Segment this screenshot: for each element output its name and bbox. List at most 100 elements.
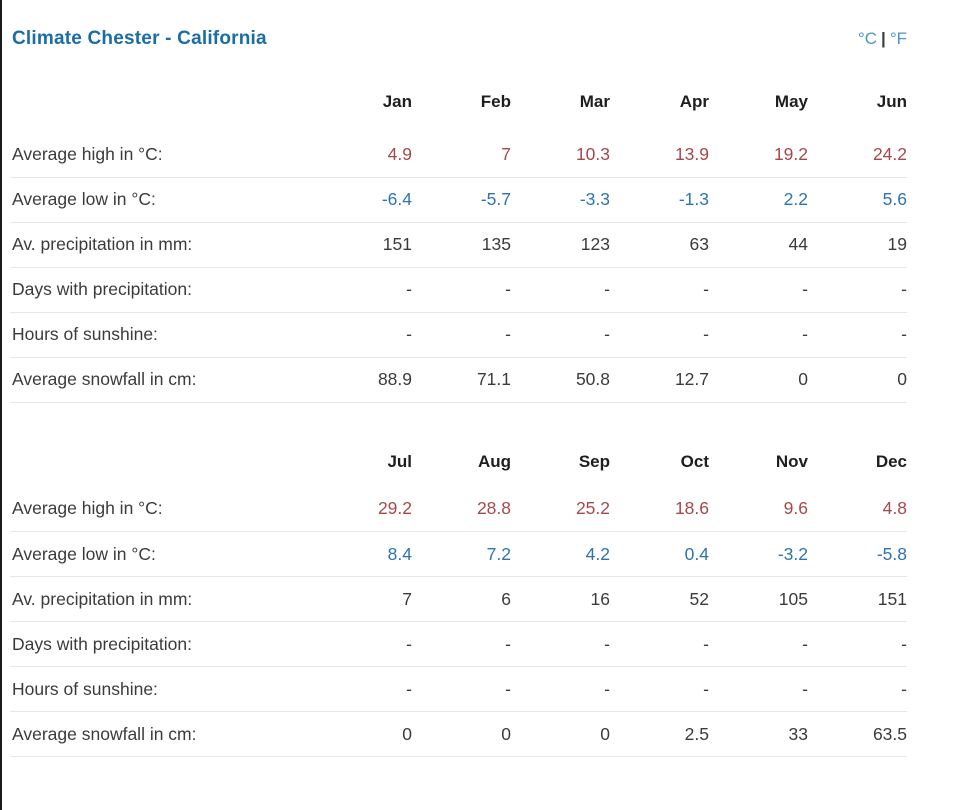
- value-cell: -3.2: [709, 531, 808, 577]
- value-cell: 13.9: [610, 132, 709, 178]
- climate-table-jan-jun: Jan Feb Mar Apr May Jun Average high in °C: 4.9…: [10, 72, 907, 403]
- row-label: Av. precipitation in mm:: [10, 576, 313, 622]
- value-cell: 63: [610, 222, 709, 268]
- value-cell: -5.7: [412, 177, 511, 223]
- table-row: Hours of sunshine: - - - - - -: [10, 666, 907, 712]
- value-cell: 10.3: [511, 132, 610, 178]
- value-cell: 25.2: [511, 486, 610, 532]
- value-cell: 7: [412, 132, 511, 178]
- value-cell: 4.9: [313, 132, 412, 178]
- value-cell: 33: [709, 711, 808, 757]
- row-label: Average low in °C:: [10, 177, 313, 223]
- value-cell: 71.1: [412, 357, 511, 403]
- value-cell: 12.7: [610, 357, 709, 403]
- table-row: Days with precipitation: - - - - - -: [10, 621, 907, 667]
- month-header: Mar: [579, 92, 610, 111]
- value-cell: -: [808, 621, 907, 667]
- table-row: Average high in °C: 29.2 28.8 25.2 18.6 9.6 4.…: [10, 486, 907, 532]
- row-label: Av. precipitation in mm:: [10, 222, 313, 268]
- month-header: May: [774, 92, 808, 111]
- value-cell: 88.9: [313, 357, 412, 403]
- value-cell: -: [610, 312, 709, 358]
- celsius-link[interactable]: °C: [857, 29, 878, 48]
- content-area: Climate Chester - California °C | °F Jan Fe…: [10, 0, 907, 757]
- climate-tables: Jan Feb Mar Apr May Jun Average high in °C: 4.9…: [10, 72, 907, 757]
- table-row: Average low in °C: 8.4 7.2 4.2 0.4 -3.2 -5.8: [10, 531, 907, 577]
- row-label: Hours of sunshine:: [10, 312, 313, 358]
- value-cell: 24.2: [808, 132, 907, 178]
- value-cell: -: [511, 621, 610, 667]
- value-cell: -: [709, 666, 808, 712]
- value-cell: 5.6: [808, 177, 907, 223]
- value-cell: -: [511, 312, 610, 358]
- month-header: Apr: [679, 92, 709, 111]
- unit-toggle: °C | °F: [858, 29, 907, 49]
- climate-table-jul-dec: Jul Aug Sep Oct Nov Dec Average high in °C: 29.…: [10, 437, 907, 757]
- value-cell: -: [412, 312, 511, 358]
- value-cell: 0: [412, 711, 511, 757]
- value-cell: -: [313, 621, 412, 667]
- table-row: Average snowfall in cm: 88.9 71.1 50.8 12.7 0…: [10, 357, 907, 403]
- value-cell: 19.2: [709, 132, 808, 178]
- value-cell: -: [610, 267, 709, 313]
- value-cell: -: [709, 312, 808, 358]
- value-cell: 9.6: [709, 486, 808, 532]
- value-cell: -: [313, 312, 412, 358]
- value-cell: 2.2: [709, 177, 808, 223]
- table-row: Av. precipitation in mm: 7 6 16 52 105 151: [10, 576, 907, 622]
- value-cell: 8.4: [313, 531, 412, 577]
- value-cell: -6.4: [313, 177, 412, 223]
- row-label: Days with precipitation:: [10, 621, 313, 667]
- value-cell: 0.4: [610, 531, 709, 577]
- row-label: Average snowfall in cm:: [10, 711, 313, 757]
- value-cell: -1.3: [610, 177, 709, 223]
- value-cell: -: [412, 621, 511, 667]
- value-cell: -: [610, 621, 709, 667]
- fahrenheit-link[interactable]: °F: [889, 29, 907, 48]
- value-cell: 7: [313, 576, 412, 622]
- value-cell: 44: [709, 222, 808, 268]
- value-cell: -: [313, 267, 412, 313]
- value-cell: 6: [412, 576, 511, 622]
- table-row: Average high in °C: 4.9 7 10.3 13.9 19.2 24.2: [10, 132, 907, 178]
- month-header-row: Jan Feb Mar Apr May Jun: [10, 72, 907, 132]
- value-cell: 135: [412, 222, 511, 268]
- value-cell: 151: [808, 576, 907, 622]
- table-row: Av. precipitation in mm: 151 135 123 63 44 19: [10, 222, 907, 268]
- value-cell: 29.2: [313, 486, 412, 532]
- value-cell: 50.8: [511, 357, 610, 403]
- corner-cell: [10, 72, 313, 132]
- value-cell: 7.2: [412, 531, 511, 577]
- month-header: Jan: [382, 92, 412, 111]
- value-cell: 4.8: [808, 486, 907, 532]
- value-cell: 4.2: [511, 531, 610, 577]
- value-cell: -: [709, 621, 808, 667]
- table-row: Hours of sunshine: - - - - - -: [10, 312, 907, 358]
- month-header: Feb: [480, 92, 511, 111]
- month-header: Nov: [775, 451, 808, 471]
- value-cell: -3.3: [511, 177, 610, 223]
- row-label: Days with precipitation:: [10, 267, 313, 313]
- row-label: Average low in °C:: [10, 531, 313, 577]
- value-cell: -: [511, 666, 610, 712]
- row-label: Average high in °C:: [10, 486, 313, 532]
- row-label: Average snowfall in cm:: [10, 357, 313, 403]
- value-cell: 105: [709, 576, 808, 622]
- value-cell: 63.5: [808, 711, 907, 757]
- month-header: Oct: [680, 451, 709, 471]
- value-cell: 0: [709, 357, 808, 403]
- month-header: Aug: [477, 451, 511, 471]
- month-header: Jul: [387, 451, 412, 471]
- value-cell: 19: [808, 222, 907, 268]
- value-cell: 52: [610, 576, 709, 622]
- table-row: Average low in °C: -6.4 -5.7 -3.3 -1.3 2.2 5.6: [10, 177, 907, 223]
- value-cell: 16: [511, 576, 610, 622]
- month-header: Sep: [578, 451, 610, 471]
- value-cell: -5.8: [808, 531, 907, 577]
- value-cell: -: [412, 267, 511, 313]
- row-label: Hours of sunshine:: [10, 666, 313, 712]
- month-header-row: Jul Aug Sep Oct Nov Dec: [10, 437, 907, 487]
- value-cell: -: [808, 312, 907, 358]
- value-cell: -: [808, 267, 907, 313]
